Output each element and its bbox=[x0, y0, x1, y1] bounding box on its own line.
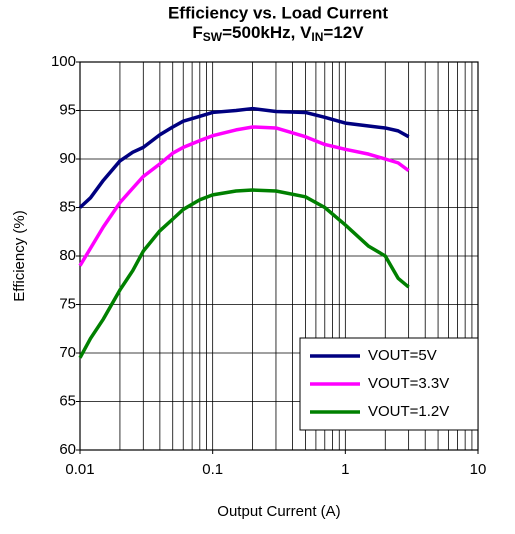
y-tick-label: 80 bbox=[59, 247, 76, 264]
chart-subtitle: FSW=500kHz, VIN=12V bbox=[192, 23, 364, 44]
x-tick-label: 0.1 bbox=[202, 461, 223, 478]
subtitle-part: F bbox=[192, 23, 202, 42]
series-line bbox=[78, 188, 410, 359]
y-tick-label: 100 bbox=[51, 53, 76, 70]
subtitle-part: SW bbox=[203, 30, 223, 44]
y-tick-label: 70 bbox=[59, 344, 76, 361]
plot-border bbox=[79, 61, 479, 451]
chart-title: Efficiency vs. Load Current bbox=[168, 3, 388, 22]
legend-label: VOUT=1.2V bbox=[368, 403, 449, 420]
y-axis-label: Efficiency (%) bbox=[11, 210, 28, 301]
y-tick-label: 90 bbox=[59, 150, 76, 167]
legend-label: VOUT=3.3V bbox=[368, 375, 449, 392]
x-tick-label: 1 bbox=[341, 461, 349, 478]
legend-label: VOUT=5V bbox=[368, 347, 437, 364]
x-tick-label: 0.01 bbox=[65, 461, 94, 478]
y-tick-label: 75 bbox=[59, 295, 76, 312]
y-tick-label: 85 bbox=[59, 198, 76, 215]
subtitle-part: IN bbox=[311, 30, 323, 44]
series-line bbox=[78, 106, 410, 209]
subtitle-part: =12V bbox=[323, 23, 364, 42]
series-line bbox=[78, 125, 410, 267]
subtitle-part: =500kHz, V bbox=[222, 23, 312, 42]
x-tick-label: 10 bbox=[470, 461, 487, 478]
x-axis-label: Output Current (A) bbox=[217, 503, 340, 520]
y-tick-label: 60 bbox=[59, 441, 76, 458]
y-tick-label: 65 bbox=[59, 392, 76, 409]
y-tick-label: 95 bbox=[59, 101, 76, 118]
